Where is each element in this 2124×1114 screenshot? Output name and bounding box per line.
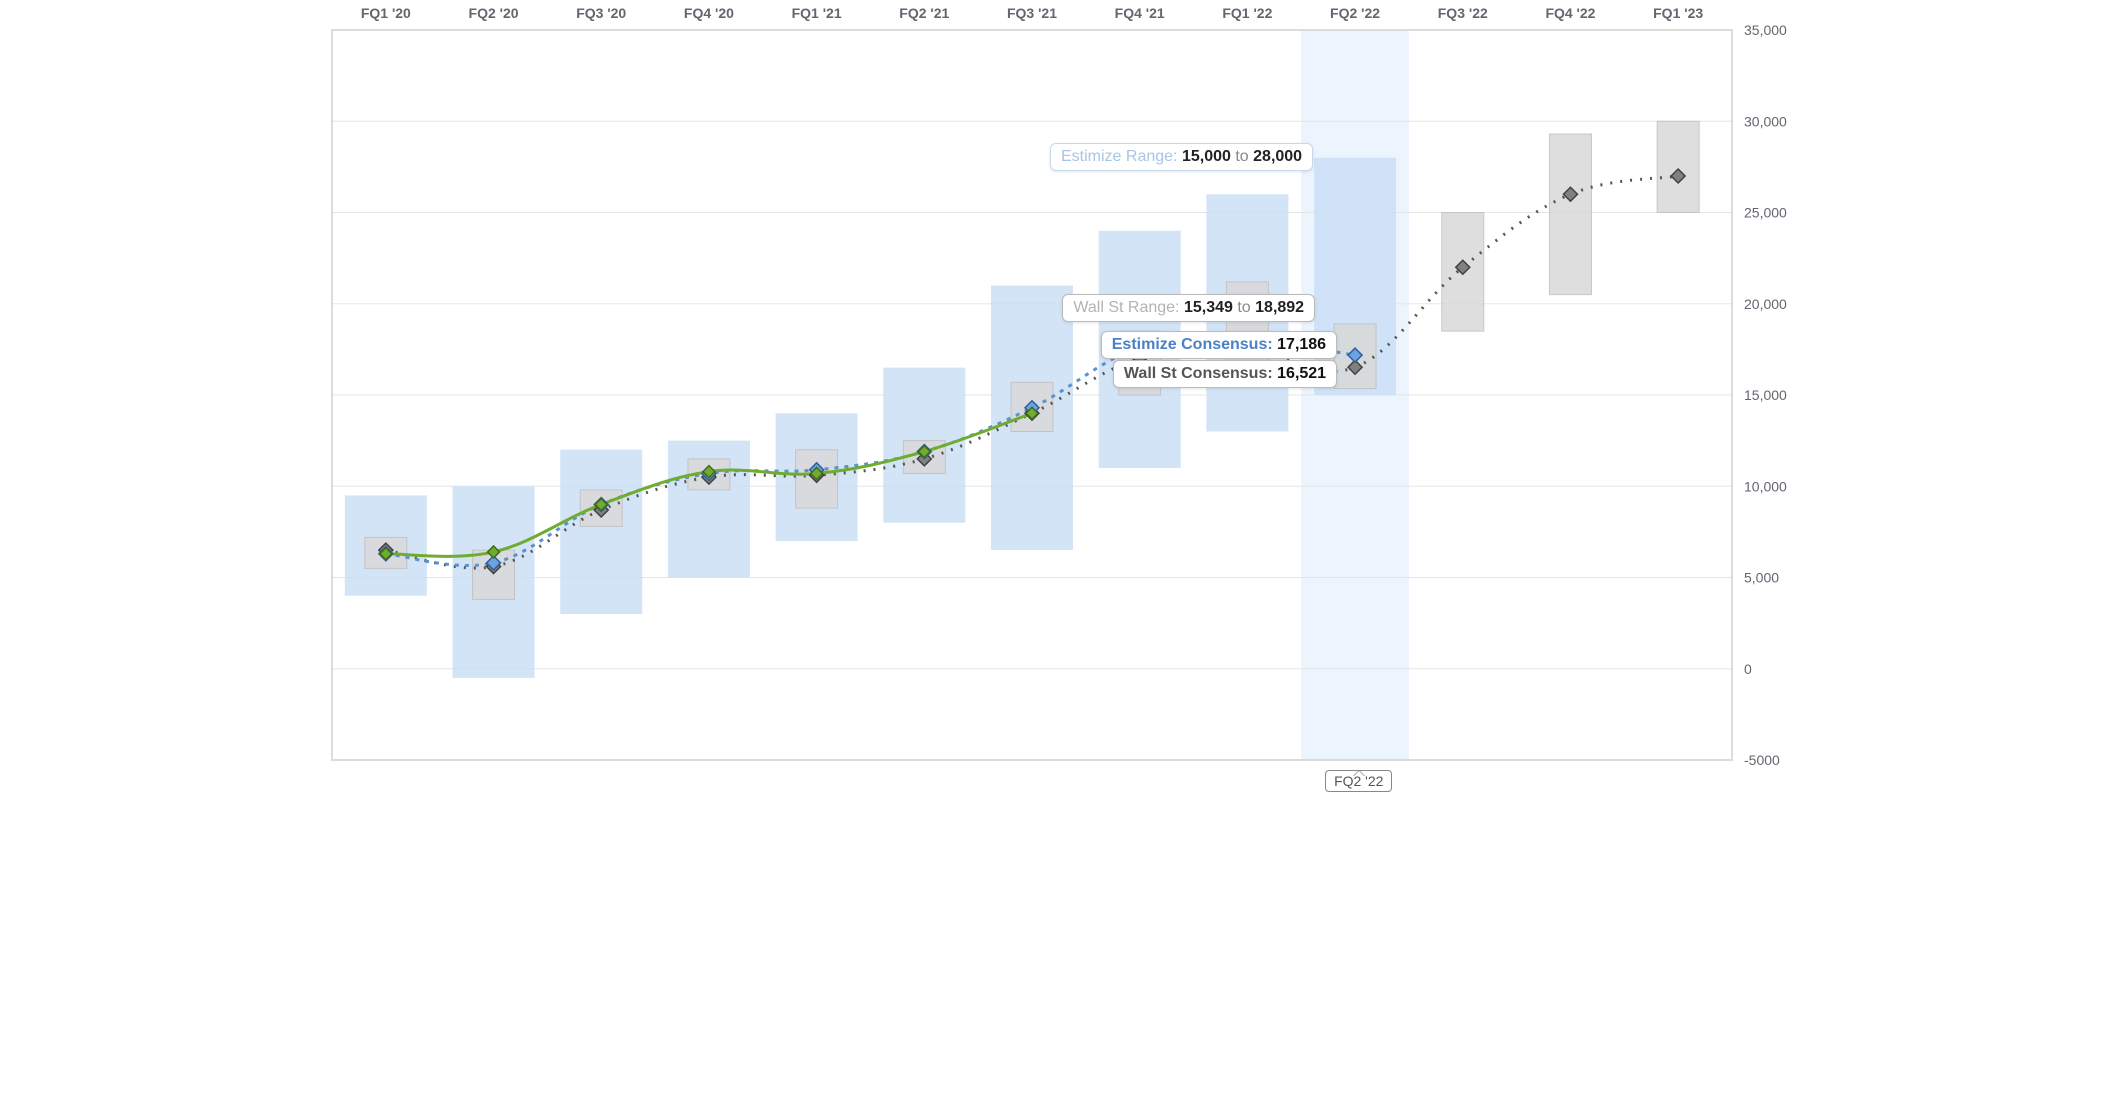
x-axis-label: FQ3 '22 [1438, 5, 1488, 21]
chart-svg: FQ1 '20 FQ2 '20 FQ3 '20 FQ4 '20 FQ1 '21 FQ2 '… [312, 0, 1812, 800]
tooltip-estimize-consensus: Estimize Consensus: 17,186 [1101, 331, 1337, 359]
x-axis-label: FQ1 '20 [361, 5, 411, 21]
y-axis-label: 15,000 [1744, 387, 1787, 403]
y-axis-label: 10,000 [1744, 478, 1787, 494]
y-axis-label: 5,000 [1744, 570, 1779, 586]
tooltip-wallst-range: Wall St Range: 15,349 to 18,892 [1062, 294, 1315, 322]
x-axis-label: FQ1 '21 [792, 5, 842, 21]
estimize-range-bar [560, 450, 642, 614]
x-axis-label: FQ3 '21 [1007, 5, 1057, 21]
x-axis-label: FQ4 '20 [684, 5, 734, 21]
x-axis-label: FQ4 '21 [1115, 5, 1165, 21]
x-axis-label: FQ3 '20 [576, 5, 626, 21]
x-axis-label: FQ1 '22 [1222, 5, 1272, 21]
highlight-pointer-label: FQ2 '22 [1325, 770, 1392, 792]
wallst-range-bar [1657, 121, 1699, 212]
estimate-chart: FQ1 '20 FQ2 '20 FQ3 '20 FQ4 '20 FQ1 '21 FQ2 '… [312, 0, 1812, 800]
y-axis-label: 20,000 [1744, 296, 1787, 312]
y-axis-label: 25,000 [1744, 205, 1787, 221]
x-axis-label: FQ2 '21 [899, 5, 949, 21]
y-axis-label: 35,000 [1744, 22, 1787, 38]
tooltip-wallst-consensus: Wall St Consensus: 16,521 [1113, 360, 1337, 388]
x-axis-label: FQ2 '20 [469, 5, 519, 21]
y-axis-label: 30,000 [1744, 113, 1787, 129]
tooltip-estimize-range: Estimize Range: 15,000 to 28,000 [1050, 143, 1313, 171]
y-axis-label: 0 [1744, 661, 1752, 677]
x-axis-label: FQ4 '22 [1545, 5, 1595, 21]
y-axis-label: -5000 [1744, 752, 1780, 768]
x-axis-label: FQ1 '23 [1653, 5, 1703, 21]
x-axis-label: FQ2 '22 [1330, 5, 1380, 21]
wallst-range-bar [1549, 134, 1591, 295]
